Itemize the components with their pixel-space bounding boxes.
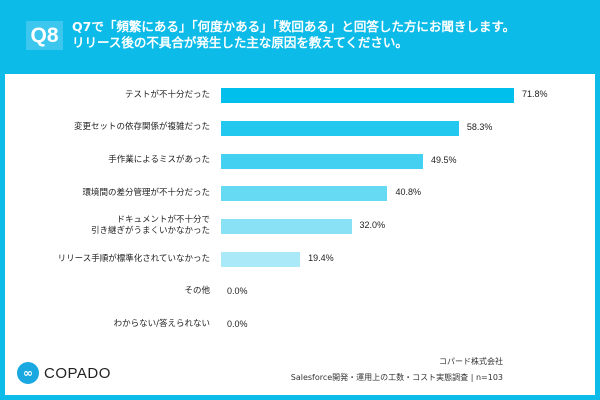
category-label: わからない/答えられない [113,319,210,330]
bar [221,153,423,169]
question-line-1: Q7で「頻繁にある」「何度かある」「数回ある」と回答した方にお聞きします。 [72,19,516,34]
logo-text: COPADO [44,364,111,382]
bar [221,186,388,202]
category-label: テストが不十分だった [124,89,210,100]
category-label: その他 [184,286,210,297]
infinity-icon: ∞ [17,362,39,384]
value-label: 0.0% [227,318,248,329]
question-text: Q7で「頻繁にある」「何度かある」「数回ある」と回答した方にお聞きします。 リリ… [72,19,515,51]
bar [221,120,459,136]
copado-logo: ∞ COPADO [17,362,111,384]
value-label: 32.0% [359,220,386,231]
category-label: ドキュメントが不十分で 引き継ぎがうまくいかなかった [90,215,210,237]
chart-panel: テストが不十分だった 71.8% 変更セットの依存関係が複雑だった 58.3% 手作業に… [5,74,595,395]
category-label: 手作業によるミスがあった [108,155,210,166]
value-label: 71.8% [521,89,548,99]
value-label: 19.4% [308,253,334,263]
category-label: 変更セットの依存関係が複雑だった [73,122,210,133]
value-label: 0.0% [227,285,248,296]
bar [221,252,301,267]
question-line-2: リリース後の不具合が発生した主な原因を教えてください。 [72,35,408,50]
category-label: リリース手順が標準化されていなかった [57,253,210,264]
value-label: 40.8% [395,187,421,198]
bar [221,219,352,235]
question-badge: Q8 [26,21,63,50]
company-name: コパード株式会社 [439,357,503,366]
source-note: Salesforce開発・運用上の工数・コスト実態調査 | n=103 [290,373,503,382]
category-label: 環境間の差分管理が不十分だった [82,187,210,198]
value-label: 58.3% [466,121,493,132]
value-label: 49.5% [430,154,457,165]
bar [221,88,514,103]
